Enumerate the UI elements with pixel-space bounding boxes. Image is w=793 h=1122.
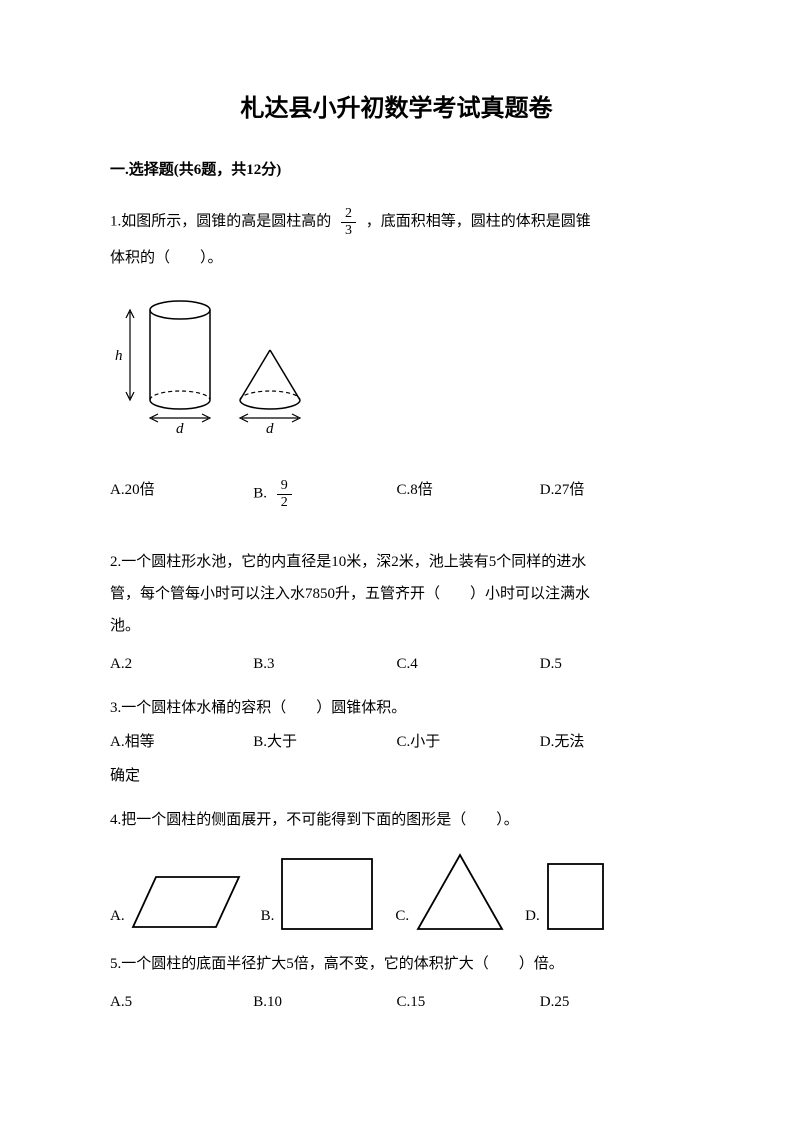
q4-label-d: D. [525, 904, 540, 928]
q3-opt-d[interactable]: D.无法 [540, 730, 683, 754]
q5-opt-d[interactable]: D.25 [540, 990, 683, 1014]
q2-line3: 池。 [110, 614, 683, 638]
h-label: h [115, 348, 123, 364]
q4-label-c: C. [395, 904, 409, 928]
q5-text: 5.一个圆柱的底面半径扩大5倍，高不变，它的体积扩大（ ）倍。 [110, 952, 683, 976]
q2-line2: 管，每个管每小时可以注入水7850升，五管齐开（ ）小时可以注满水 [110, 582, 683, 606]
q1-optb-num: 9 [277, 478, 292, 494]
q5-opt-c[interactable]: C.15 [397, 990, 540, 1014]
q1-optb-frac: 9 2 [277, 478, 292, 510]
q1-optb-den: 2 [277, 495, 292, 510]
q3-opt-a[interactable]: A.相等 [110, 730, 253, 754]
q1-fraction: 2 3 [341, 206, 356, 238]
question-4: 4.把一个圆柱的侧面展开，不可能得到下面的图形是（ ）。 A. B. C. D. [110, 808, 683, 932]
q1-optb-pre: B. [253, 486, 267, 502]
q3-options: A.相等 B.大于 C.小于 D.无法 [110, 730, 683, 754]
d-label-1: d [176, 421, 184, 437]
q4-opt-a[interactable]: A. [110, 872, 241, 932]
rectangle-icon [546, 862, 606, 932]
q2-opt-a[interactable]: A.2 [110, 652, 253, 676]
q3-opt-c[interactable]: C.小于 [397, 730, 540, 754]
q1-opt-d[interactable]: D.27倍 [540, 478, 683, 510]
q2-options: A.2 B.3 C.4 D.5 [110, 652, 683, 676]
q1-text: 1.如图所示，圆锥的高是圆柱高的 2 3 ，底面积相等，圆柱的体积是圆锥 [110, 206, 683, 238]
q1-frac-num: 2 [341, 206, 356, 222]
question-1: 1.如图所示，圆锥的高是圆柱高的 2 3 ，底面积相等，圆柱的体积是圆锥 体积的… [110, 206, 683, 510]
parallelogram-icon [131, 872, 241, 932]
q3-text: 3.一个圆柱体水桶的容积（ ）圆锥体积。 [110, 696, 683, 720]
q2-opt-b[interactable]: B.3 [253, 652, 396, 676]
q5-opt-b[interactable]: B.10 [253, 990, 396, 1014]
q4-opt-d[interactable]: D. [525, 862, 606, 932]
q1-pre: 1.如图所示，圆锥的高是圆柱高的 [110, 214, 331, 230]
question-3: 3.一个圆柱体水桶的容积（ ）圆锥体积。 A.相等 B.大于 C.小于 D.无法… [110, 696, 683, 788]
q4-opt-c[interactable]: C. [395, 852, 505, 932]
q4-text: 4.把一个圆柱的侧面展开，不可能得到下面的图形是（ ）。 [110, 808, 683, 832]
page-title: 札达县小升初数学考试真题卷 [110, 90, 683, 128]
q3-opt-b[interactable]: B.大于 [253, 730, 396, 754]
q2-opt-c[interactable]: C.4 [397, 652, 540, 676]
question-2: 2.一个圆柱形水池，它的内直径是10米，深2米，池上装有5个同样的进水 管，每个… [110, 550, 683, 676]
q4-opt-b[interactable]: B. [261, 857, 376, 932]
square-icon [280, 857, 375, 932]
q5-opt-a[interactable]: A.5 [110, 990, 253, 1014]
question-5: 5.一个圆柱的底面半径扩大5倍，高不变，它的体积扩大（ ）倍。 A.5 B.10… [110, 952, 683, 1014]
q3-opt-d-cont: 确定 [110, 764, 683, 788]
q1-post: ，底面积相等，圆柱的体积是圆锥 [366, 214, 591, 230]
section-header: 一.选择题(共6题，共12分) [110, 158, 683, 182]
q4-label-a: A. [110, 904, 125, 928]
q1-opt-a[interactable]: A.20倍 [110, 478, 253, 510]
q2-line1: 2.一个圆柱形水池，它的内直径是10米，深2米，池上装有5个同样的进水 [110, 550, 683, 574]
q1-figure: h d d [110, 290, 683, 448]
d-label-2: d [266, 421, 274, 437]
q2-opt-d[interactable]: D.5 [540, 652, 683, 676]
q1-frac-den: 3 [341, 223, 356, 238]
cylinder-cone-figure: h d d [110, 290, 310, 440]
q4-shapes: A. B. C. D. [110, 852, 683, 932]
q4-label-b: B. [261, 904, 275, 928]
q5-options: A.5 B.10 C.15 D.25 [110, 990, 683, 1014]
q1-options: A.20倍 B. 9 2 C.8倍 D.27倍 [110, 478, 683, 510]
q1-opt-c[interactable]: C.8倍 [397, 478, 540, 510]
triangle-icon [415, 852, 505, 932]
q1-line2: 体积的（ ）。 [110, 246, 683, 270]
q1-opt-b[interactable]: B. 9 2 [253, 478, 396, 510]
